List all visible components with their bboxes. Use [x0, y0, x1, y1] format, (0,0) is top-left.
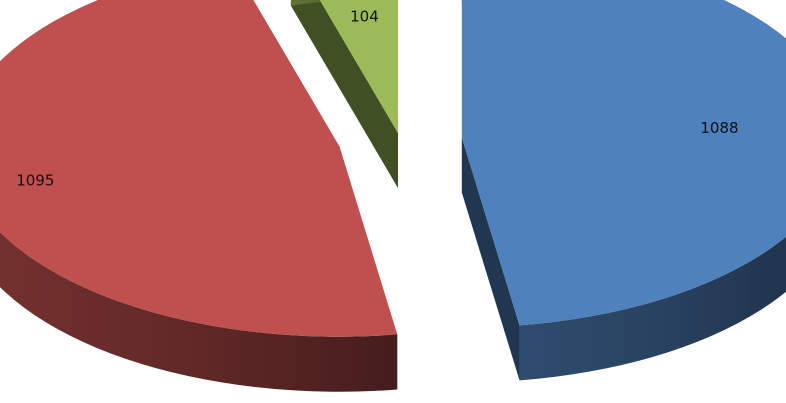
pie-data-label-2: 104 — [350, 7, 379, 25]
pie-slice-2-wall-start — [290, 0, 399, 189]
pie-slice-0-side — [461, 0, 786, 381]
pie-data-label-0: 1088 — [700, 119, 738, 137]
pie-slice-2-side — [290, 0, 345, 6]
pie-slice-0-wall-end — [461, 137, 520, 381]
pie-slice-0 — [461, 0, 786, 326]
pie-data-labels: 1088 1095 104 — [16, 7, 738, 189]
pie-slice-2 — [319, 0, 399, 134]
pie-tops — [0, 0, 786, 337]
pie-data-label-1: 1095 — [16, 172, 54, 190]
pie-slice-1 — [0, 0, 398, 337]
